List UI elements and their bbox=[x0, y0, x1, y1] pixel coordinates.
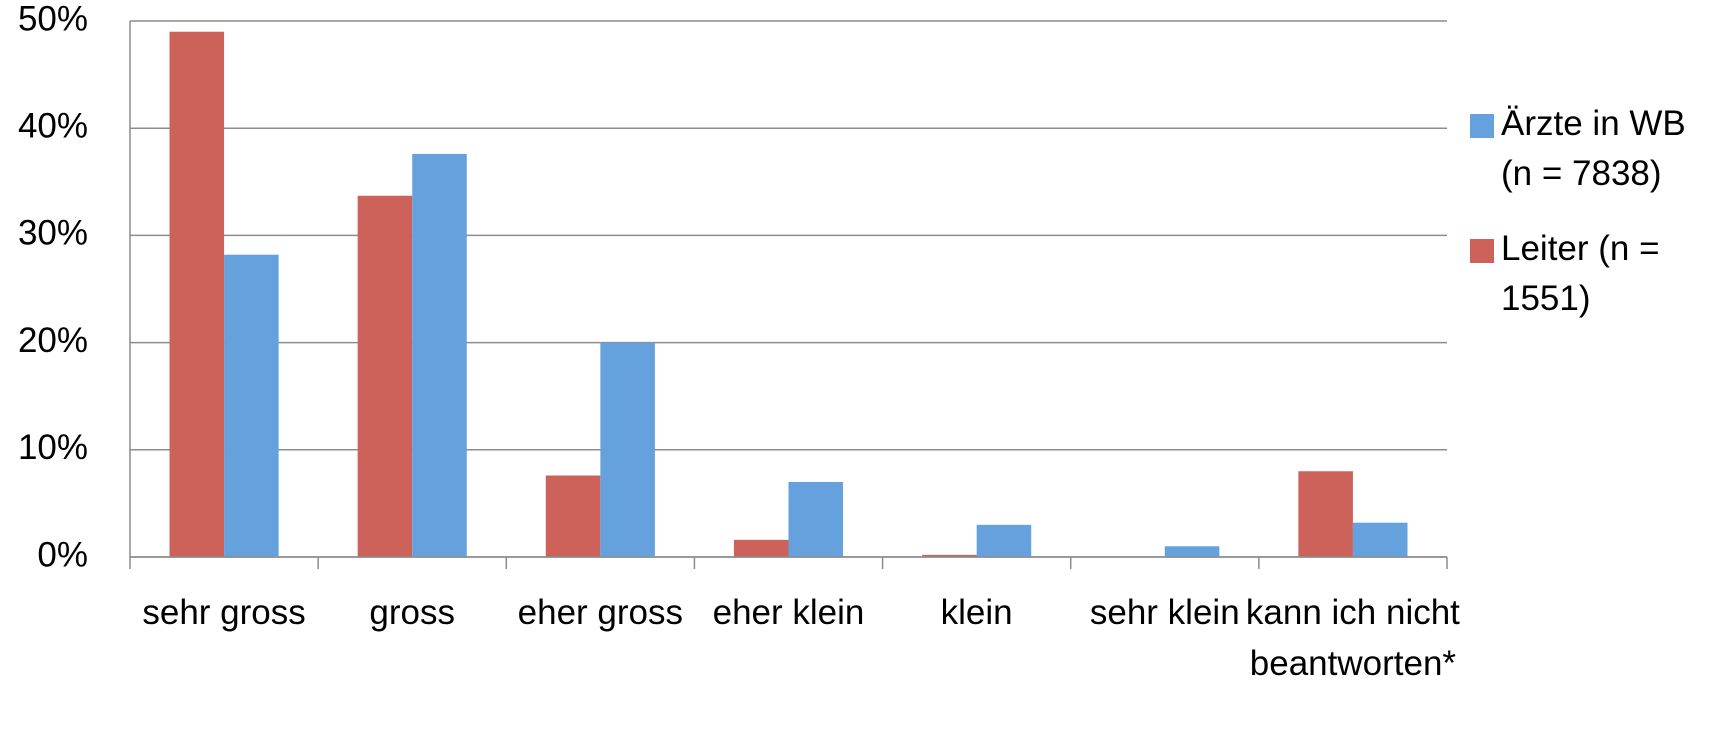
legend-label-box: Leiter (n = 1551) bbox=[1501, 229, 1660, 318]
bar bbox=[545, 475, 601, 557]
x-tick-label-box: kann ich nicht beantworten* bbox=[1245, 593, 1460, 683]
y-tick-label: 0% bbox=[37, 535, 88, 574]
x-tick-label: sehr klein bbox=[1089, 593, 1240, 632]
y-tick-label: 30% bbox=[18, 214, 88, 253]
x-tick-label: gross bbox=[369, 593, 455, 632]
x-tick-label-box: eher klein bbox=[712, 593, 865, 632]
y-tick-label: 40% bbox=[18, 106, 88, 145]
bar bbox=[357, 195, 413, 557]
bar bbox=[922, 554, 977, 557]
legend-label: Leiter (n = 1551) bbox=[1501, 229, 1660, 318]
bar bbox=[169, 31, 225, 558]
bar bbox=[1352, 522, 1408, 557]
y-tick-label: 10% bbox=[18, 428, 88, 467]
x-tick-label: klein bbox=[940, 593, 1013, 632]
x-tick-label: sehr gross bbox=[142, 593, 306, 632]
x-tick-label: kann ich nicht beantworten* bbox=[1245, 593, 1460, 683]
x-tick-label-box: eher gross bbox=[517, 593, 684, 632]
x-tick-label-box: klein bbox=[940, 593, 1013, 632]
x-tick-label-box: gross bbox=[369, 593, 455, 632]
bar bbox=[788, 481, 844, 557]
legend-swatch bbox=[1470, 114, 1494, 138]
x-tick-label-box: sehr klein bbox=[1089, 593, 1240, 632]
bar bbox=[1164, 546, 1220, 557]
bar bbox=[976, 524, 1032, 557]
bar bbox=[733, 539, 789, 557]
bar bbox=[1298, 471, 1353, 557]
x-tick-label: eher gross bbox=[517, 593, 684, 632]
bar bbox=[412, 153, 467, 558]
legend-label-box: Ärzte in WB (n = 7838) bbox=[1501, 104, 1686, 193]
bar bbox=[224, 254, 279, 558]
y-tick-label: 20% bbox=[18, 321, 88, 360]
bar bbox=[600, 342, 655, 557]
legend-label: Ärzte in WB (n = 7838) bbox=[1501, 104, 1686, 193]
legend-swatch bbox=[1470, 239, 1494, 263]
y-tick-label: 50% bbox=[18, 0, 88, 38]
x-tick-label-box: sehr gross bbox=[142, 593, 306, 632]
x-tick-label: eher klein bbox=[712, 593, 865, 632]
